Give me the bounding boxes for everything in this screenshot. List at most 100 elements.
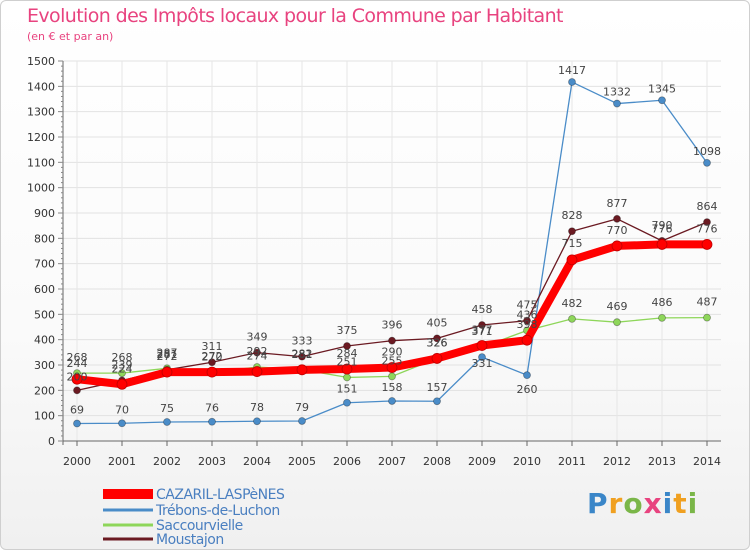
series-point-3 bbox=[251, 366, 263, 377]
legend-swatch bbox=[103, 508, 153, 512]
data-label-0: 75 bbox=[160, 402, 174, 415]
data-label-2: 475 bbox=[517, 299, 538, 312]
series-point-3 bbox=[476, 340, 488, 351]
data-label-0: 331 bbox=[472, 357, 493, 370]
y-tick-label: 1300 bbox=[27, 106, 55, 119]
data-label-1: 469 bbox=[607, 300, 628, 313]
data-label-1: 270 bbox=[202, 351, 223, 364]
data-label-2: 458 bbox=[472, 303, 493, 316]
data-label-3: 326 bbox=[427, 336, 448, 349]
data-label-2: 333 bbox=[292, 335, 313, 348]
y-tick-label: 400 bbox=[34, 334, 55, 347]
series-point-0 bbox=[388, 397, 396, 405]
series-point-1 bbox=[658, 313, 666, 322]
series-point-3 bbox=[71, 373, 83, 385]
series-point-1 bbox=[388, 372, 396, 381]
data-label-0: 1417 bbox=[558, 64, 586, 77]
data-label-3: 281 bbox=[292, 348, 313, 361]
data-label-3: 272 bbox=[202, 350, 223, 363]
data-label-0: 1345 bbox=[648, 82, 676, 95]
data-label-2: 281 bbox=[157, 348, 178, 361]
series-point-3 bbox=[296, 364, 308, 376]
series-point-1 bbox=[613, 318, 621, 327]
series-point-0 bbox=[343, 398, 351, 407]
series-point-0 bbox=[703, 158, 711, 167]
series-point-3 bbox=[161, 366, 173, 378]
x-tick-label: 2008 bbox=[423, 455, 451, 468]
series-point-2 bbox=[433, 334, 441, 343]
series-point-0 bbox=[433, 397, 441, 406]
data-label-0: 151 bbox=[337, 383, 358, 396]
x-tick-label: 2014 bbox=[693, 455, 721, 468]
data-label-1: 326 bbox=[427, 336, 448, 349]
series-point-3 bbox=[521, 334, 533, 346]
series-point-3 bbox=[386, 362, 398, 373]
series-point-2 bbox=[73, 386, 81, 395]
chart-subtitle: (en € et par an) bbox=[27, 30, 114, 43]
x-tick-label: 2009 bbox=[468, 455, 496, 468]
data-label-1: 251 bbox=[337, 355, 358, 368]
y-tick-label: 0 bbox=[48, 435, 55, 448]
data-label-0: 70 bbox=[115, 403, 129, 416]
data-label-1: 487 bbox=[697, 296, 718, 309]
series-point-2 bbox=[478, 321, 486, 329]
data-label-2: 877 bbox=[607, 197, 628, 210]
data-label-1: 268 bbox=[67, 351, 88, 364]
y-tick-label: 500 bbox=[34, 308, 55, 321]
data-label-3: 377 bbox=[472, 323, 493, 336]
y-tick-label: 1100 bbox=[27, 156, 55, 169]
data-label-2: 239 bbox=[112, 358, 133, 371]
y-tick-label: 300 bbox=[34, 359, 55, 372]
data-label-3: 715 bbox=[562, 237, 583, 250]
series-point-2 bbox=[208, 358, 216, 367]
legend-label: Moustajon bbox=[156, 532, 224, 548]
series-point-2 bbox=[298, 352, 306, 361]
data-label-1: 282 bbox=[292, 348, 313, 361]
x-tick-label: 2013 bbox=[648, 455, 676, 468]
data-label-0: 1098 bbox=[693, 145, 721, 158]
data-label-3: 776 bbox=[652, 222, 673, 235]
data-label-0: 157 bbox=[427, 381, 448, 394]
data-label-2: 864 bbox=[697, 200, 718, 213]
data-label-2: 828 bbox=[562, 209, 583, 222]
x-tick-label: 2007 bbox=[378, 455, 406, 468]
data-label-0: 260 bbox=[517, 383, 538, 396]
data-label-0: 78 bbox=[250, 401, 264, 414]
data-label-0: 76 bbox=[205, 402, 219, 415]
x-tick-label: 2001 bbox=[108, 455, 136, 468]
series-point-3 bbox=[206, 366, 218, 378]
series-point-0 bbox=[658, 96, 666, 105]
series-point-2 bbox=[568, 227, 576, 236]
y-tick-label: 200 bbox=[34, 384, 55, 397]
data-label-2: 790 bbox=[652, 219, 673, 232]
x-tick-label: 2002 bbox=[153, 455, 181, 468]
data-label-3: 776 bbox=[697, 222, 718, 235]
series-point-3 bbox=[431, 353, 443, 364]
x-tick-label: 2006 bbox=[333, 455, 361, 468]
chart-title: Evolution des Impôts locaux pour la Comm… bbox=[27, 5, 563, 27]
data-label-1: 255 bbox=[382, 354, 403, 367]
x-tick-label: 2000 bbox=[63, 455, 91, 468]
y-tick-label: 1500 bbox=[27, 55, 55, 68]
y-tick-label: 800 bbox=[34, 232, 55, 245]
y-tick-label: 100 bbox=[34, 410, 55, 423]
y-tick-label: 1200 bbox=[27, 131, 55, 144]
y-tick-label: 1000 bbox=[27, 182, 55, 195]
series-point-3 bbox=[656, 239, 668, 250]
proxiti-logo: Proxiti bbox=[587, 487, 699, 520]
data-label-3: 272 bbox=[157, 350, 178, 363]
series-point-2 bbox=[343, 342, 351, 350]
data-label-0: 158 bbox=[382, 381, 403, 394]
data-label-1: 287 bbox=[157, 346, 178, 359]
x-tick-label: 2012 bbox=[603, 455, 631, 468]
series-point-3 bbox=[341, 363, 353, 375]
series-point-1 bbox=[118, 369, 126, 378]
y-tick-label: 700 bbox=[34, 258, 55, 271]
series-point-3 bbox=[566, 254, 578, 266]
series-point-3 bbox=[611, 240, 623, 252]
series-point-0 bbox=[478, 353, 486, 362]
data-label-1: 268 bbox=[112, 351, 133, 364]
series-point-0 bbox=[73, 419, 81, 428]
legend-label: Saccourvielle bbox=[156, 518, 243, 534]
